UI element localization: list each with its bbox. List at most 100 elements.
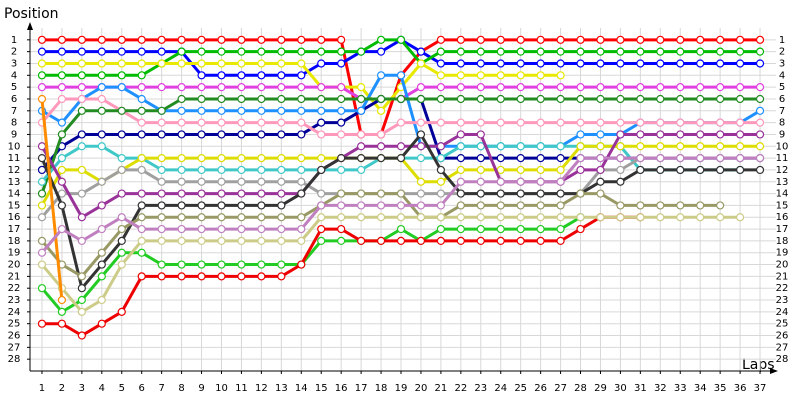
point — [197, 236, 206, 245]
point — [77, 94, 86, 104]
y-tick-label: 6 — [11, 94, 17, 105]
point — [616, 118, 625, 127]
y-tick-label: 26 — [8, 331, 21, 342]
point — [676, 165, 685, 175]
point — [217, 35, 226, 44]
point — [456, 177, 465, 186]
point — [556, 224, 565, 234]
x-tick-label: 9 — [198, 383, 204, 394]
point — [436, 177, 445, 186]
point — [77, 47, 86, 56]
x-tick-label: 35 — [714, 383, 727, 394]
point — [536, 213, 545, 222]
point — [536, 165, 545, 175]
point — [516, 118, 525, 127]
point — [676, 201, 685, 210]
point — [117, 224, 126, 234]
point — [237, 71, 246, 80]
point — [117, 47, 126, 56]
point — [357, 236, 366, 245]
point — [716, 118, 725, 127]
point — [77, 284, 86, 293]
point — [696, 142, 705, 151]
point — [257, 154, 266, 163]
point — [376, 236, 386, 245]
point — [476, 165, 485, 175]
point — [337, 35, 346, 44]
point — [556, 189, 565, 198]
point — [197, 189, 206, 198]
y-tick-label-right: 16 — [776, 212, 789, 223]
x-tick-label: 29 — [594, 383, 607, 394]
point — [735, 142, 745, 151]
point — [676, 47, 685, 56]
point — [197, 106, 206, 115]
point — [357, 106, 366, 115]
point — [376, 71, 386, 80]
x-tick-label: 2 — [59, 383, 65, 394]
y-axis-label: Position — [4, 6, 59, 22]
point — [696, 118, 705, 127]
point — [277, 47, 286, 56]
point — [416, 236, 426, 245]
point — [277, 154, 286, 163]
point — [536, 35, 545, 44]
point — [516, 189, 525, 198]
point — [77, 142, 86, 151]
point — [337, 94, 346, 104]
point — [337, 165, 346, 175]
point — [656, 118, 665, 127]
point — [97, 59, 106, 68]
point — [656, 59, 665, 68]
series-line — [40, 98, 64, 301]
point — [716, 59, 725, 68]
point — [297, 71, 306, 80]
point — [536, 177, 545, 186]
point — [656, 94, 665, 104]
point — [735, 130, 745, 139]
point — [137, 106, 146, 115]
point — [656, 83, 665, 92]
point — [616, 94, 625, 104]
point — [57, 201, 67, 210]
point — [556, 142, 565, 151]
point — [416, 118, 426, 127]
point — [117, 248, 126, 257]
point — [536, 118, 545, 127]
point — [157, 224, 166, 234]
point — [197, 201, 206, 210]
point — [676, 35, 685, 44]
point — [97, 177, 106, 186]
y-tick-label-right: 5 — [779, 82, 785, 93]
point — [456, 83, 465, 92]
point — [416, 201, 426, 210]
point — [197, 213, 206, 222]
point — [556, 213, 565, 222]
point — [596, 177, 605, 186]
x-tick-label: 33 — [674, 383, 687, 394]
point — [755, 118, 765, 127]
point — [317, 201, 326, 210]
point — [496, 47, 505, 56]
point — [237, 201, 246, 210]
point — [57, 83, 67, 92]
y-tick-label-right: 6 — [779, 94, 785, 105]
point — [556, 83, 565, 92]
point — [37, 248, 47, 257]
point — [436, 224, 445, 234]
point — [197, 130, 206, 139]
point — [317, 106, 326, 115]
point — [337, 189, 346, 198]
point — [77, 165, 86, 175]
point — [177, 177, 186, 186]
point — [357, 154, 366, 163]
point — [376, 35, 386, 44]
point — [97, 35, 106, 44]
point — [97, 106, 106, 115]
point — [257, 106, 266, 115]
point — [456, 213, 465, 222]
point — [137, 248, 146, 257]
point — [177, 272, 186, 281]
point — [317, 213, 326, 222]
point — [416, 189, 426, 198]
